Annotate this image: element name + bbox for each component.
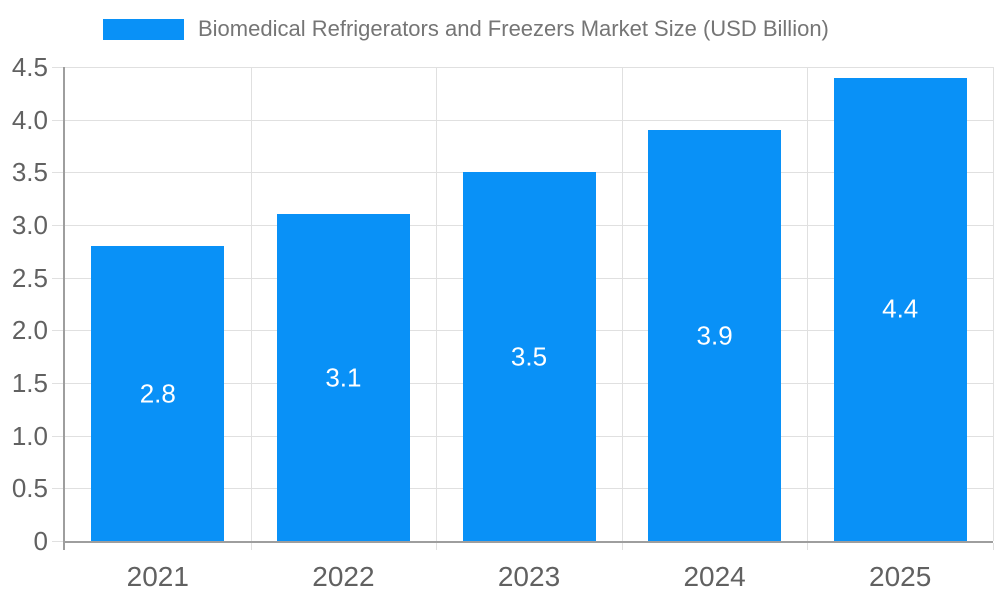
x-tick-label: 2023 bbox=[497, 561, 561, 592]
y-tick-label: 3.0 bbox=[11, 210, 48, 240]
chart-legend: Biomedical Refrigerators and Freezers Ma… bbox=[103, 16, 829, 42]
y-axis-line bbox=[63, 67, 65, 550]
y-tick bbox=[52, 277, 65, 279]
x-tick-label: 2022 bbox=[312, 561, 375, 592]
v-gridline bbox=[436, 67, 438, 541]
h-gridline bbox=[65, 119, 993, 121]
legend-swatch bbox=[103, 18, 184, 40]
bar-value-label: 3.5 bbox=[510, 341, 548, 372]
y-tick-label: 1.5 bbox=[11, 368, 48, 398]
bar-value-label: 2.8 bbox=[139, 378, 176, 409]
x-tick-label: 2021 bbox=[126, 561, 189, 592]
x-tick-label: 2024 bbox=[683, 561, 746, 592]
v-gridline bbox=[250, 67, 252, 541]
v-gridline bbox=[621, 67, 623, 541]
bar-value-label: 4.4 bbox=[882, 293, 919, 324]
x-tick bbox=[807, 543, 809, 550]
y-tick-label: 2.5 bbox=[11, 262, 48, 293]
y-tick-label: 0.5 bbox=[11, 473, 48, 504]
y-tick-label: 2.0 bbox=[11, 315, 48, 346]
y-tick bbox=[52, 225, 65, 226]
v-gridline bbox=[807, 67, 809, 541]
bar-value-label: 3.9 bbox=[696, 320, 733, 351]
bar bbox=[276, 214, 410, 541]
y-tick bbox=[52, 488, 65, 490]
y-tick bbox=[52, 67, 65, 68]
v-gridline bbox=[993, 67, 994, 541]
y-tick-label: 3.5 bbox=[11, 157, 48, 188]
bar bbox=[91, 246, 225, 541]
bar bbox=[833, 77, 967, 541]
x-tick-label: 2025 bbox=[869, 561, 932, 592]
h-gridline bbox=[65, 67, 993, 68]
chart-title: Biomedical Refrigerators and Freezers Ma… bbox=[198, 16, 829, 41]
y-tick bbox=[52, 383, 65, 384]
x-tick bbox=[621, 543, 623, 550]
y-tick bbox=[52, 435, 65, 437]
y-tick-label: 4.0 bbox=[11, 104, 48, 135]
x-tick bbox=[993, 543, 994, 550]
y-tick bbox=[52, 330, 65, 332]
y-tick bbox=[52, 541, 65, 542]
x-tick bbox=[436, 543, 438, 550]
x-tick bbox=[250, 543, 252, 550]
y-tick bbox=[52, 172, 65, 174]
y-tick-label: 0 bbox=[33, 526, 48, 556]
bar-value-label: 3.1 bbox=[325, 362, 362, 393]
y-tick-label: 4.5 bbox=[11, 52, 48, 82]
bar bbox=[648, 130, 782, 541]
x-axis-line bbox=[63, 541, 993, 543]
y-tick bbox=[52, 119, 65, 121]
bar bbox=[462, 172, 596, 541]
y-tick-label: 1.0 bbox=[11, 420, 48, 451]
